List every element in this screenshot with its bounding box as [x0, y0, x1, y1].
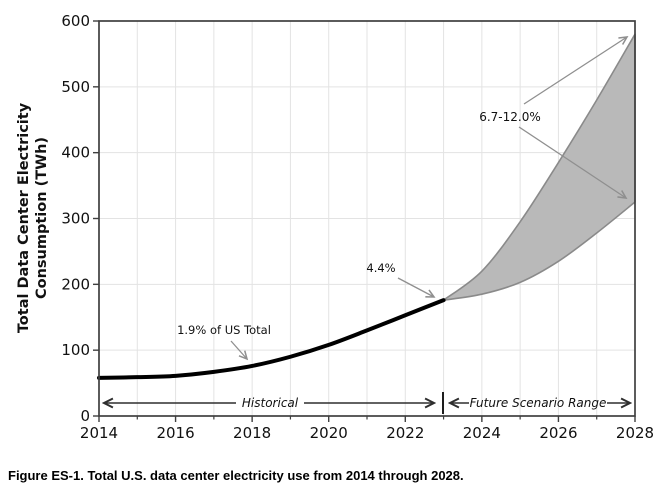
x-tick-label: 2020 — [310, 424, 348, 442]
historical-line — [97, 298, 446, 380]
annotation-1-9-percent-text: 1.9% of US Total — [177, 323, 271, 337]
annotation-1-9-percent: 1.9% of US Total — [177, 323, 271, 359]
annotation-4-4-percent: 4.4% — [366, 261, 434, 297]
y-tick-label: 200 — [61, 275, 90, 293]
future-range-label: Future Scenario Range — [470, 396, 607, 410]
x-tick-label: 2016 — [156, 424, 194, 442]
y-tick-label: 0 — [80, 407, 90, 425]
historical-range-label: Historical — [242, 396, 299, 410]
annotation-6-7-12-percent-lower-arrow — [518, 126, 626, 198]
y-tick-label: 500 — [61, 78, 90, 96]
x-tick-label: 2028 — [616, 424, 654, 442]
annotation-6-7-12-percent: 6.7-12.0% — [479, 37, 627, 198]
axis-ticks — [93, 20, 636, 422]
x-tick-label: 2018 — [233, 424, 271, 442]
annotation-4-4-percent-text: 4.4% — [366, 261, 395, 275]
y-axis-label: Total Data Center Electricity Consumptio… — [16, 102, 50, 333]
x-tick-label: 2014 — [80, 424, 118, 442]
annotation-1-9-percent-arrow — [230, 340, 247, 359]
annotation-4-4-percent-arrow — [397, 277, 434, 297]
y-axis-label-line1: Total Data Center Electricity — [16, 102, 32, 333]
plot-spines — [98, 20, 636, 417]
annotation-6-7-12-percent-text: 6.7-12.0% — [479, 110, 541, 124]
y-tick-label: 600 — [61, 12, 90, 30]
y-tick-label: 100 — [61, 341, 90, 359]
electricity-consumption-chart: 0 100 200 300 400 500 600 2014 2016 2018 2020 2022 2… — [16, 12, 654, 442]
range-indicator-historical: Historical — [104, 396, 434, 410]
y-tick-label: 400 — [61, 144, 90, 162]
x-tick-label: 2026 — [539, 424, 577, 442]
axis-tick-labels: 0 100 200 300 400 500 600 2014 2016 2018 2020 2022 2… — [61, 12, 654, 442]
historical-line-path — [97, 298, 446, 380]
x-tick-label: 2024 — [463, 424, 501, 442]
y-tick-label: 300 — [61, 210, 90, 228]
annotation-6-7-12-percent-upper-arrow — [523, 37, 627, 105]
future-range-area — [442, 33, 636, 301]
figure-caption: Figure ES-1. Total U.S. data center elec… — [8, 468, 464, 483]
range-indicator-future: Future Scenario Range — [450, 396, 630, 410]
future-range-band — [442, 33, 636, 301]
y-axis-label-line2: Consumption (TWh) — [34, 137, 50, 299]
x-tick-label: 2022 — [386, 424, 424, 442]
